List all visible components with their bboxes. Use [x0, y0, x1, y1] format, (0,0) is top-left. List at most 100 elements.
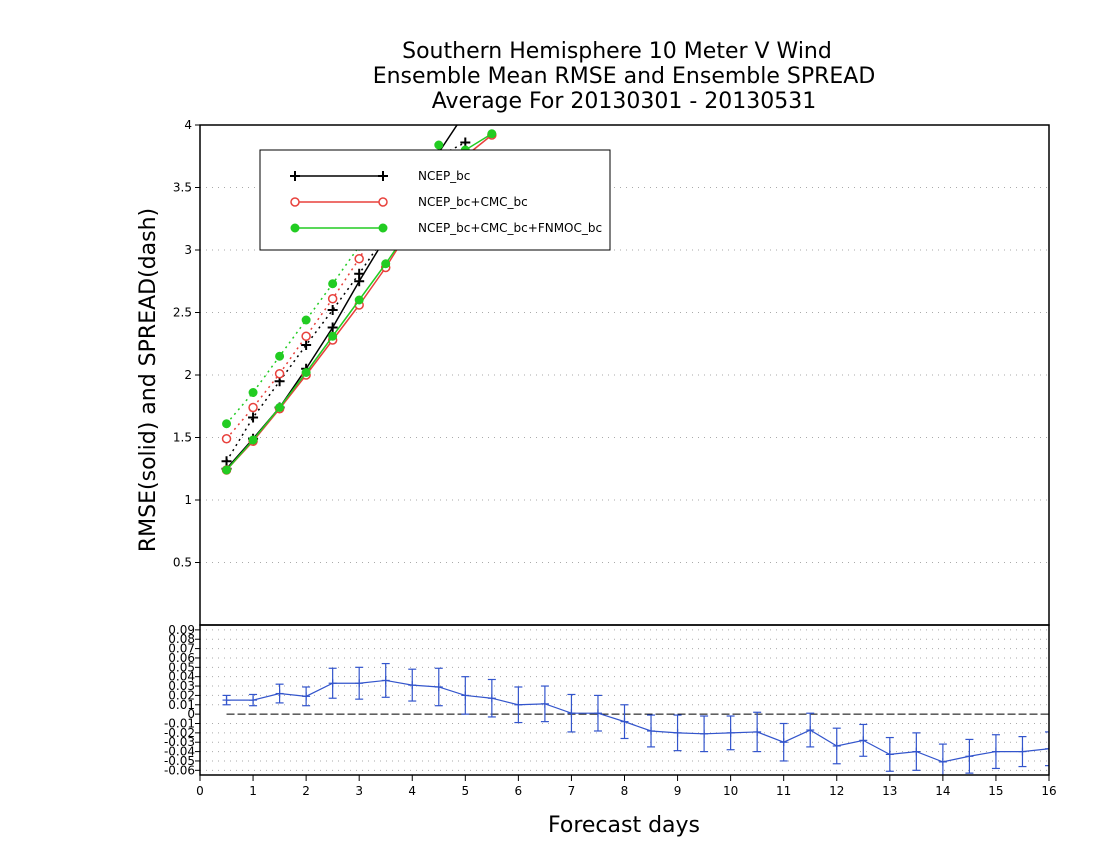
- series-2-rmse-point: [248, 435, 258, 445]
- difference-point: [965, 752, 974, 761]
- series-2-spread-point: [434, 140, 444, 150]
- bottom-y-tick-label: -0.04: [164, 745, 195, 759]
- bottom-y-tick-label: 0.03: [168, 679, 195, 693]
- difference-point: [912, 747, 921, 756]
- legend: NCEP_bc NCEP_bc+CMC_bc NCEP_bc+CMC_bc+FNMO…: [259, 149, 611, 251]
- y-axis-label: RMSE(solid) and SPREAD(dash): [136, 208, 161, 552]
- bottom-y-tick-label: -0.03: [164, 735, 195, 749]
- top-y-tick-label: 3.5: [173, 181, 192, 195]
- difference-point: [408, 681, 417, 690]
- difference-point: [647, 726, 656, 735]
- x-tick-label: 2: [302, 784, 310, 798]
- bottom-panel-frame: [199, 624, 1050, 776]
- difference-point: [726, 728, 735, 737]
- x-tick-label: 3: [355, 784, 363, 798]
- top-y-tick-label: 0.5: [173, 556, 192, 570]
- legend-label-0: NCEP_bc: [418, 169, 470, 183]
- difference-point: [832, 741, 841, 750]
- top-y-tick-label: 1: [184, 493, 192, 507]
- x-tick-label: 11: [776, 784, 791, 798]
- x-ticks: 0 1 2 3 4 5 6 7 8 9 10 11 12 13 14 15 16: [196, 775, 1057, 798]
- bottom-y-tick-label: 0.09: [168, 623, 195, 637]
- series-0-rmse-point: [354, 276, 365, 287]
- x-tick-label: 7: [568, 784, 576, 798]
- bottom-gridlines: [200, 629, 1049, 771]
- x-axis-label: Forecast days: [548, 813, 700, 838]
- difference-point: [779, 738, 788, 747]
- difference-point: [620, 717, 629, 726]
- legend-box: [259, 149, 611, 251]
- series-2-rmse-point: [222, 465, 232, 475]
- difference-point: [434, 682, 443, 691]
- top-y-tick-label: 2.5: [173, 306, 192, 320]
- bottom-y-tick-label: 0: [187, 707, 195, 721]
- difference-point: [275, 689, 284, 698]
- x-tick-label: 10: [723, 784, 738, 798]
- x-tick-label: 6: [515, 784, 523, 798]
- x-tick-label: 15: [988, 784, 1003, 798]
- series-2-spread-point: [301, 315, 311, 325]
- difference-point: [938, 757, 947, 766]
- legend-marker-1: [290, 197, 300, 207]
- bottom-y-tick-label: -0.02: [164, 726, 195, 740]
- x-tick-label: 8: [621, 784, 629, 798]
- series-1-spread-point: [274, 369, 285, 379]
- bottom-y-tick-label: 0.01: [168, 698, 195, 712]
- series-2-spread-point: [275, 351, 285, 361]
- x-tick-label: 0: [196, 784, 204, 798]
- legend-marker-2: [378, 223, 388, 233]
- top-y-tick-label: 1.5: [173, 431, 192, 445]
- legend-marker-0: [290, 171, 300, 181]
- top-y-ticks: 0.5 1 1.5 2 2.5 3 3.5 4: [173, 118, 200, 570]
- series-0-spread-point: [301, 340, 312, 350]
- series-1-spread-point: [301, 331, 311, 341]
- series-2-rmse-point: [328, 331, 338, 341]
- difference-point: [540, 699, 549, 708]
- difference-point: [222, 696, 231, 705]
- x-tick-label: 12: [829, 784, 844, 798]
- x-tick-label: 13: [882, 784, 897, 798]
- bottom-y-tick-label: 0.07: [168, 642, 195, 656]
- bottom-y-ticks: -0.06-0.05-0.04-0.03-0.02-0.0100.010.020…: [164, 623, 200, 777]
- difference-point: [461, 691, 470, 700]
- difference-point: [381, 676, 390, 685]
- difference-point: [859, 736, 868, 745]
- series-2-spread-point: [222, 419, 232, 429]
- series-0-spread-point: [248, 412, 259, 423]
- series-1-spread-point: [248, 402, 258, 413]
- bottom-y-tick-label: -0.01: [164, 717, 195, 731]
- x-tick-label: 16: [1041, 784, 1056, 798]
- series-2-spread-point: [248, 388, 258, 397]
- bottom-y-tick-label: 0.05: [168, 660, 195, 674]
- difference-point: [1018, 747, 1027, 756]
- difference-point: [1045, 744, 1049, 753]
- x-tick-label: 5: [461, 784, 469, 798]
- difference-point: [487, 694, 496, 703]
- bottom-y-tick-label: 0.04: [168, 670, 195, 684]
- x-tick-label: 4: [408, 784, 416, 798]
- series-1-spread-point: [221, 434, 232, 444]
- legend-marker-1: [378, 197, 388, 207]
- top-plot-area: [221, 125, 497, 475]
- legend-label-1: NCEP_bc+CMC_bc: [418, 195, 528, 209]
- series-1-spread-line: [225, 162, 413, 440]
- title-line-2: Ensemble Mean RMSE and Ensemble SPREAD: [373, 64, 876, 89]
- difference-point: [806, 726, 815, 735]
- x-tick-label: 1: [249, 784, 257, 798]
- difference-point: [673, 728, 682, 737]
- series-0-spread-point: [327, 305, 338, 315]
- top-y-tick-label: 3: [184, 243, 192, 257]
- series-2-rmse-point: [487, 129, 497, 139]
- series-1-spread-point: [354, 254, 364, 264]
- difference-point: [514, 700, 523, 709]
- difference-point: [753, 727, 762, 736]
- title-line-1: Southern Hemisphere 10 Meter V Wind: [402, 39, 832, 64]
- x-tick-label: 14: [935, 784, 950, 798]
- difference-point: [593, 709, 602, 718]
- top-y-tick-label: 4: [184, 118, 192, 132]
- difference-point: [567, 709, 576, 718]
- title-line-3: Average For 20130301 - 20130531: [432, 89, 817, 114]
- bottom-y-tick-label: -0.05: [164, 754, 195, 768]
- bottom-y-tick-label: 0.08: [168, 632, 195, 646]
- difference-point: [328, 679, 337, 688]
